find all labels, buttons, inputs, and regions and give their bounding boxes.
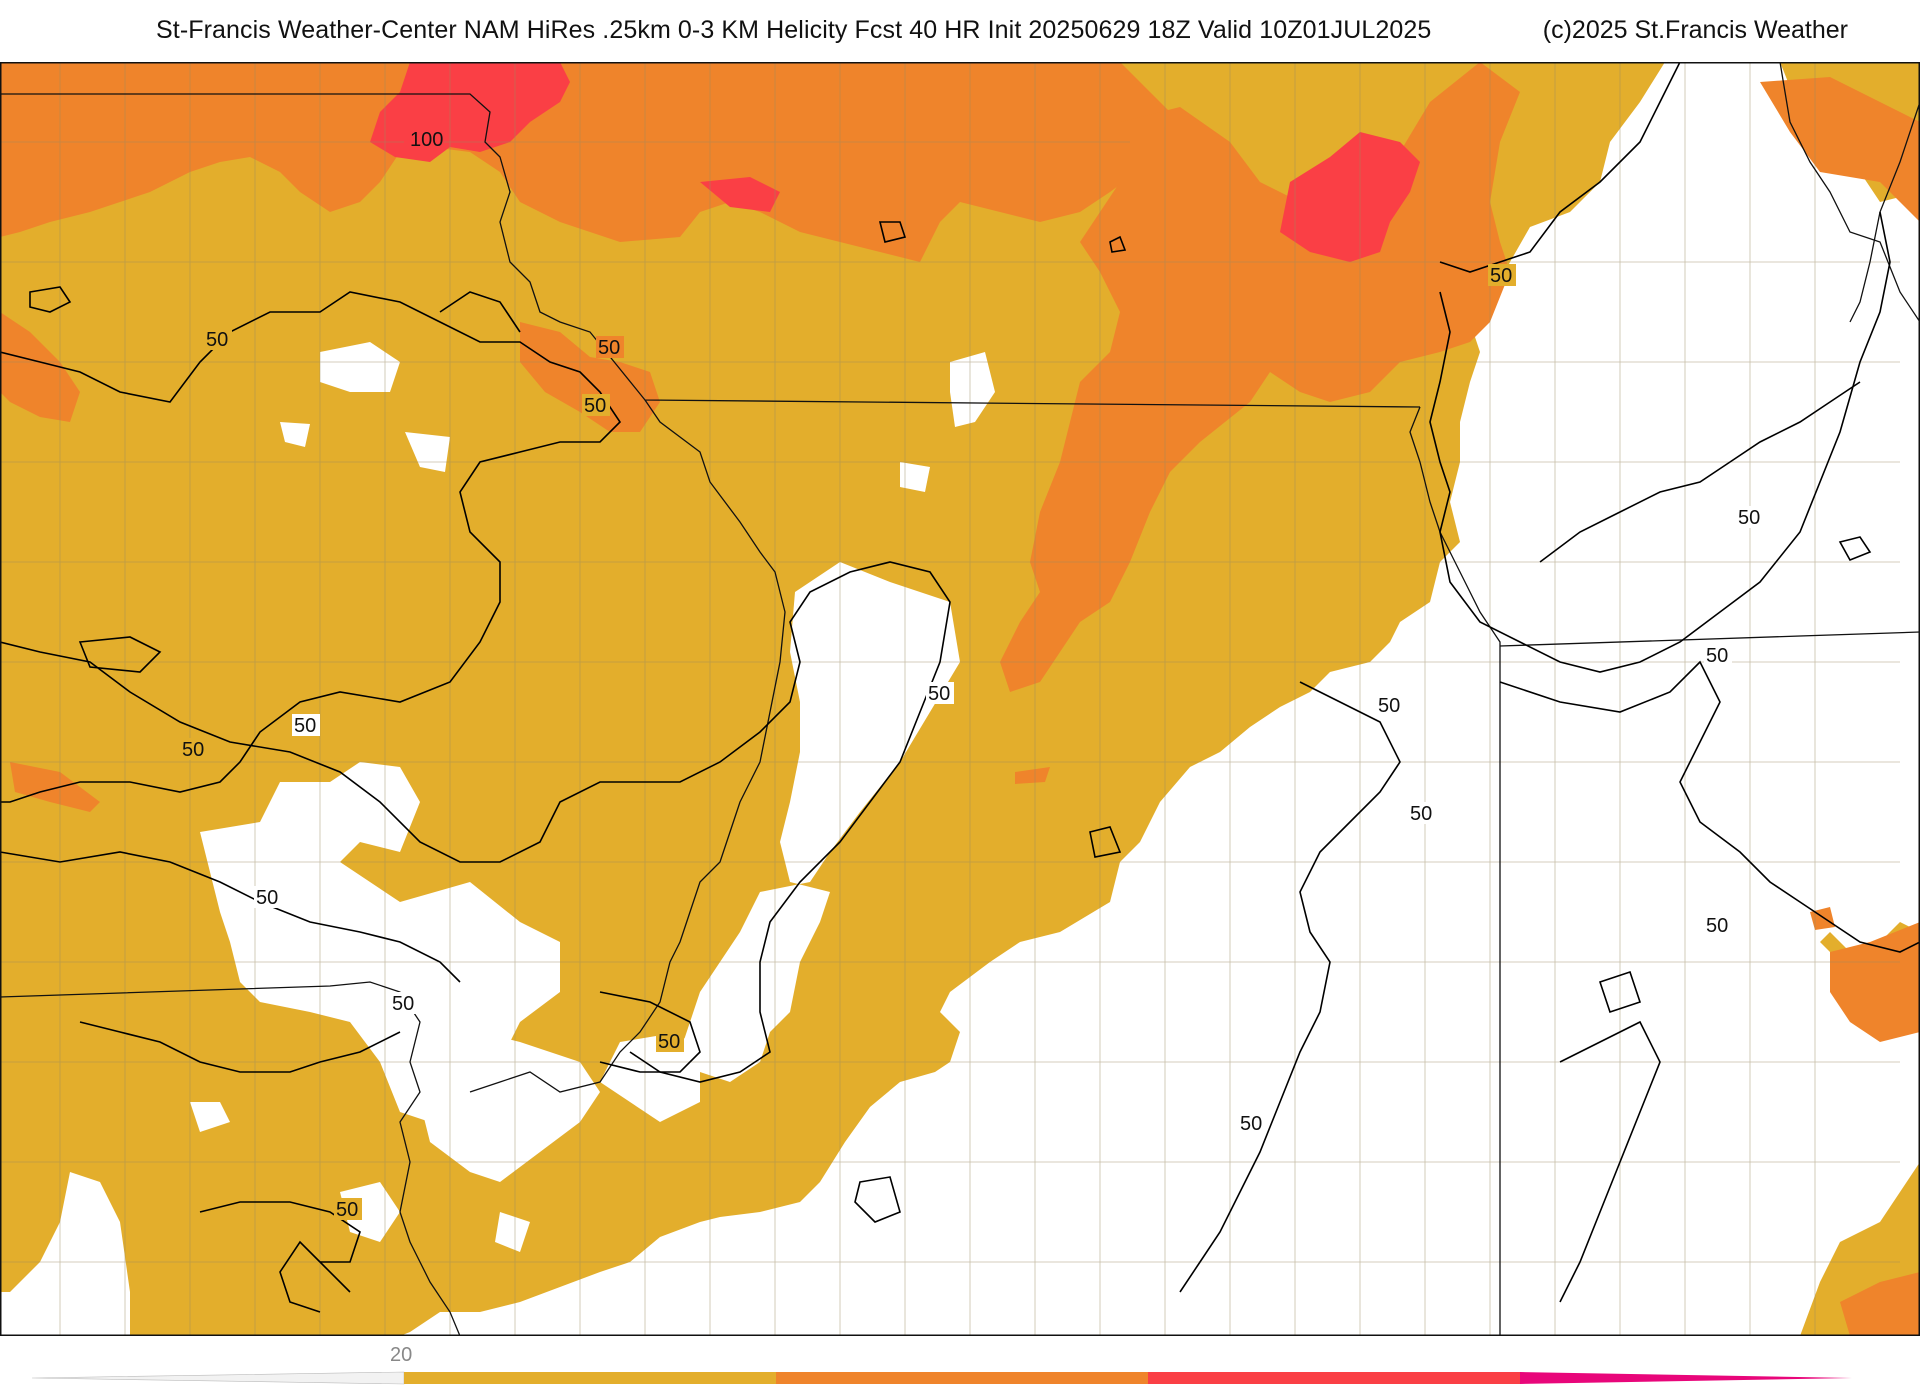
contour-label: 50 <box>1704 644 1732 667</box>
colorbar-lower-extension <box>32 1371 405 1385</box>
map-border <box>0 62 1920 1336</box>
colorbar-gradient <box>32 1371 1852 1385</box>
svg-text:50: 50 <box>256 887 278 909</box>
contour-label: 50 <box>656 1030 684 1053</box>
svg-text:50: 50 <box>1706 645 1728 667</box>
helicity-band-100-150 <box>1280 132 1420 262</box>
svg-text:50: 50 <box>392 993 414 1015</box>
contour-label: 50 <box>390 992 418 1015</box>
svg-text:50: 50 <box>584 395 606 417</box>
county-lines <box>0 62 1900 1336</box>
svg-text:50: 50 <box>598 337 620 359</box>
contour-label: 50 <box>180 738 208 761</box>
contour-labels: 100 50 50 50 50 50 50 50 50 50 50 50 50 … <box>180 128 1764 1135</box>
colorbar-segment-20-50 <box>404 1372 776 1384</box>
contour-label: 50 <box>254 886 282 909</box>
state-boundaries <box>0 62 1920 1336</box>
helicity-band-50-100 <box>520 322 660 432</box>
helicity-map[interactable]: 100 50 50 50 50 50 50 50 50 50 50 50 50 … <box>0 62 1920 1336</box>
map-title: St-Francis Weather-Center NAM HiRes .25k… <box>156 16 1432 44</box>
contour-label: 50 <box>1376 694 1404 717</box>
contour-label: 100 <box>404 128 444 151</box>
contour-label: 50 <box>1408 802 1436 825</box>
contour-label: 50 <box>204 328 232 351</box>
svg-text:50: 50 <box>1410 803 1432 825</box>
colorbar-upper-extension <box>1520 1372 1852 1384</box>
contour-label: 50 <box>1238 1112 1266 1135</box>
copyright-text: (c)2025 St.Francis Weather <box>1542 16 1848 44</box>
colorbar-tick-label: 20 <box>390 1344 413 1366</box>
contour-label: 50 <box>926 682 954 705</box>
svg-text:50: 50 <box>1490 265 1512 287</box>
svg-text:100: 100 <box>410 129 443 151</box>
svg-text:50: 50 <box>928 683 950 705</box>
contour-label: 50 <box>336 1199 358 1221</box>
helicity-band-50-100 <box>0 62 1180 262</box>
svg-text:50: 50 <box>182 739 204 761</box>
svg-text:50: 50 <box>658 1031 680 1053</box>
helicity-band-100-150 <box>700 177 780 212</box>
helicity-band-50-100 <box>10 762 100 812</box>
svg-text:50: 50 <box>1240 1113 1262 1135</box>
svg-text:50: 50 <box>294 715 316 737</box>
helicity-band-50-100 <box>1015 767 1050 784</box>
helicity-band-50-100 <box>1840 1272 1920 1336</box>
contour-labels-extra: 50 <box>334 1198 362 1221</box>
colorbar-segment-100-150 <box>1148 1372 1520 1384</box>
svg-text:50: 50 <box>1378 695 1400 717</box>
contour-label: 50 <box>596 336 624 359</box>
svg-text:50: 50 <box>1706 915 1728 937</box>
contour-label: 50 <box>582 394 610 417</box>
contour-label: 50 <box>292 714 320 737</box>
contour-label: 50 <box>1736 506 1764 529</box>
title-bar: St-Francis Weather-Center NAM HiRes .25k… <box>0 0 1920 62</box>
svg-text:50: 50 <box>206 329 228 351</box>
svg-text:50: 50 <box>1738 507 1760 529</box>
map-panel[interactable]: 100 50 50 50 50 50 50 50 50 50 50 50 50 … <box>0 62 1920 1336</box>
colorbar: 20 <box>32 1344 1852 1394</box>
contour-label: 50 <box>1704 914 1732 937</box>
contour-label: 50 <box>1488 264 1516 287</box>
helicity-contours <box>0 62 1920 1313</box>
helicity-band-50-100 <box>1760 77 1920 222</box>
colorbar-segment-50-100 <box>776 1372 1148 1384</box>
